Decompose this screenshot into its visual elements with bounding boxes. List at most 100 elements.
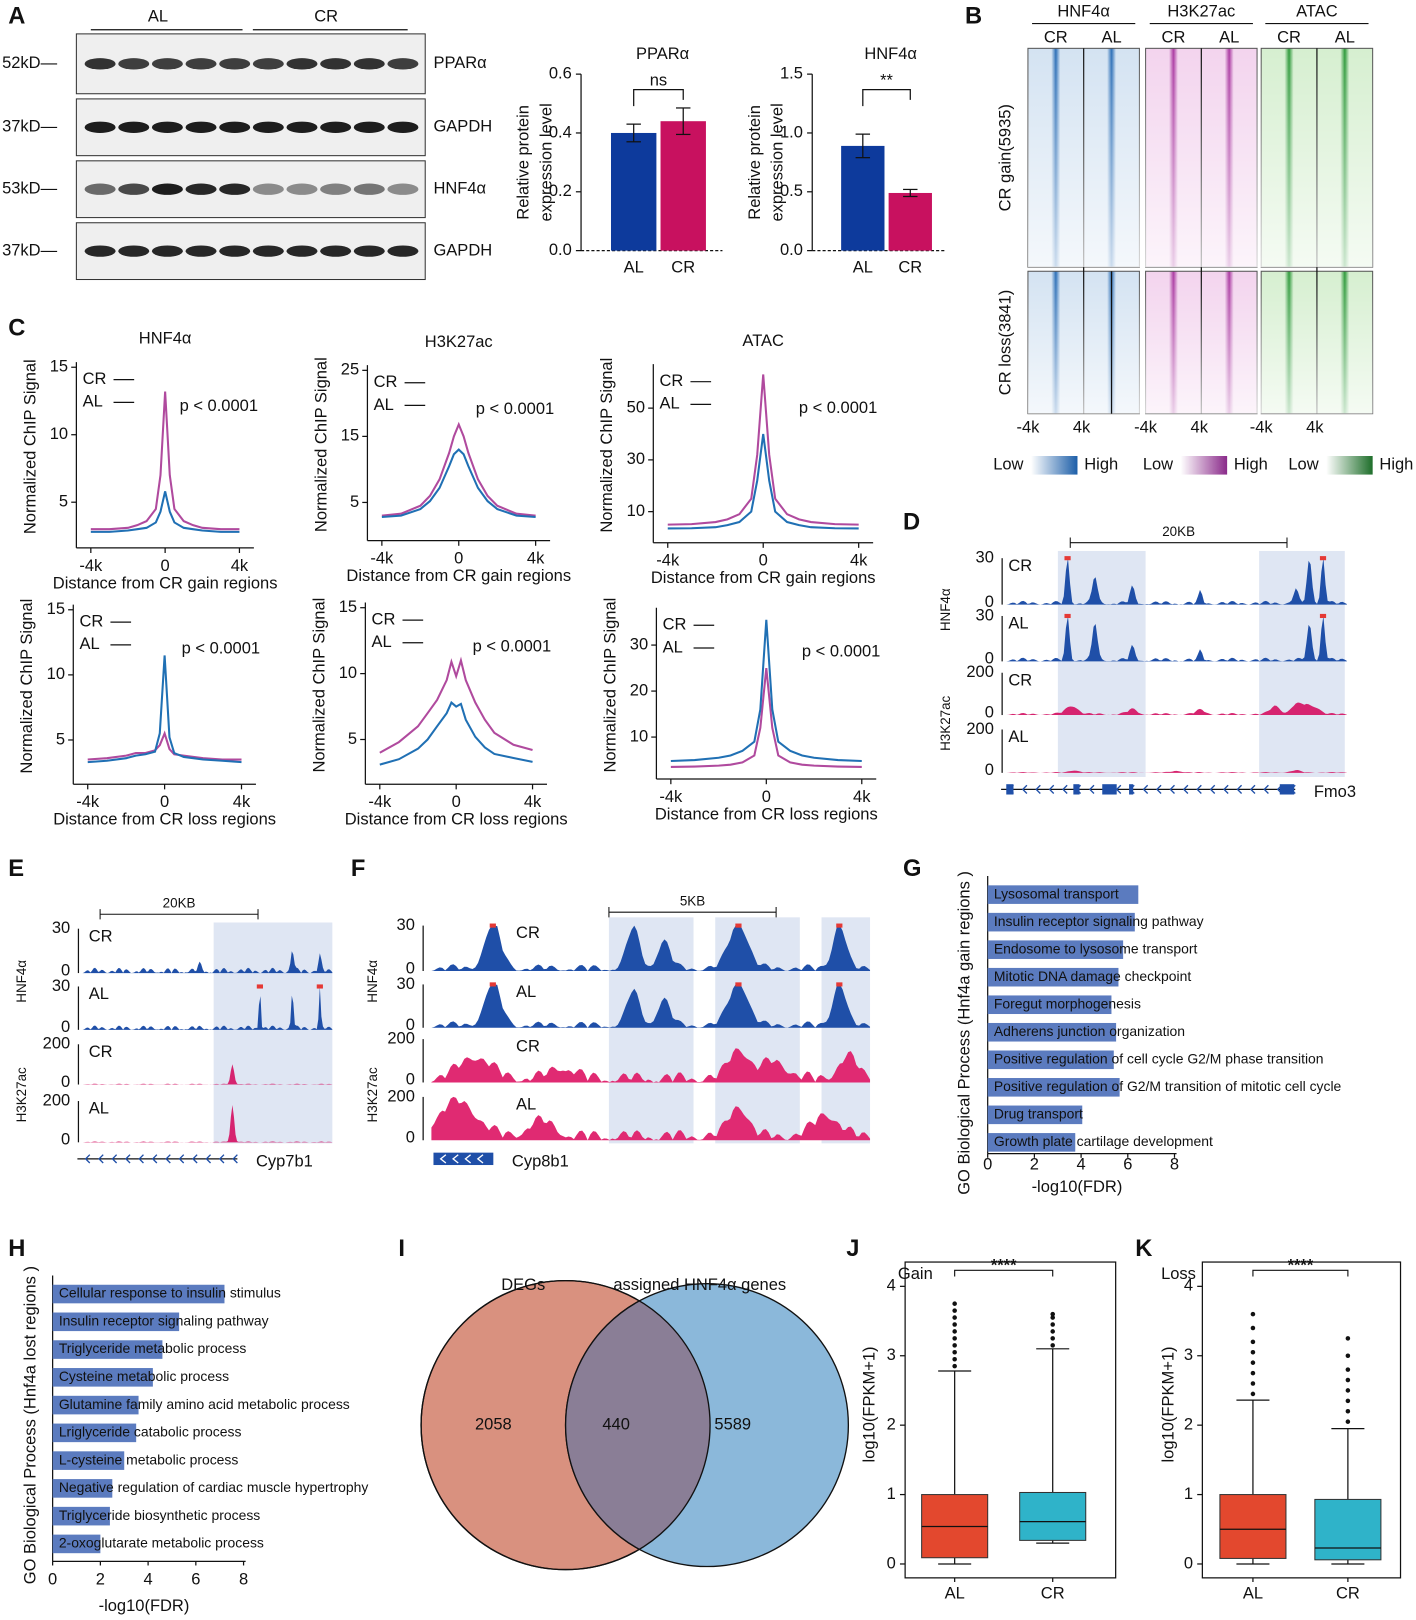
x-tick-label: CR (898, 259, 922, 277)
heatmap-fade (1027, 48, 1373, 268)
p-value: p < 0.0001 (476, 400, 554, 418)
x-tick-label: CR (1336, 1585, 1360, 1603)
y-tick-label: 0.2 (549, 182, 572, 200)
outlier (952, 1363, 957, 1369)
y-tick-label: 5 (350, 493, 359, 511)
scale-label: 5KB (680, 893, 705, 908)
x-tick-label: AL (945, 1585, 965, 1603)
x-axis-label: -log10(FDR) (1032, 1178, 1123, 1196)
blot-band (84, 245, 116, 257)
bar (52, 1534, 101, 1554)
blot-band (353, 121, 385, 133)
category-label: Negative regulation of cardiac muscle hy… (59, 1479, 369, 1495)
track-group-label: HNF4α (14, 960, 29, 1003)
legend-label: AL (372, 633, 392, 651)
chart-title: Loss (1161, 1265, 1196, 1283)
y-tick-label: 1.0 (780, 123, 803, 141)
p-value: p < 0.0001 (799, 399, 877, 417)
y-axis-label: expression level (537, 103, 555, 221)
line-series (90, 491, 240, 533)
gene-arrow (124, 1154, 131, 1164)
legend-label: CR (663, 616, 687, 634)
set-label: DEGs (501, 1276, 545, 1294)
line-series (379, 700, 533, 766)
x-tick-label: 6 (191, 1570, 200, 1588)
gene-arrow (464, 1154, 472, 1164)
p-value: p < 0.0001 (802, 642, 880, 660)
x-tick-label: -4k (79, 557, 103, 575)
condition-label: CR (1008, 557, 1032, 575)
blot-band (84, 58, 116, 70)
gene-arrow (1182, 784, 1189, 794)
track-max: 30 (52, 919, 70, 937)
track-signal (431, 925, 871, 972)
track-max: 200 (43, 1091, 71, 1109)
highlight-region (1057, 550, 1146, 777)
bar (52, 1395, 139, 1415)
category-label: Cysteine metabolic process (59, 1368, 229, 1384)
track-signal (1006, 770, 1347, 773)
outlier (952, 1350, 957, 1355)
x-axis-label: Distance from CR gain regions (651, 569, 876, 587)
gene-arrow (218, 1154, 225, 1164)
blot-band (118, 121, 150, 133)
size-marker: 53kD— (2, 180, 58, 198)
condition-label: AL (516, 983, 536, 1001)
gene-arrow (1142, 784, 1149, 794)
blot-band (219, 58, 251, 70)
outlier (1250, 1381, 1256, 1386)
legend-low: Low (1143, 456, 1173, 474)
clip-marker (1319, 556, 1327, 561)
chart-title: HNF4α (864, 45, 917, 63)
category-label: 2-oxoglutarate metabolic process (59, 1535, 264, 1551)
legend-label: CR (374, 373, 398, 391)
x-tick-label: -4k (368, 793, 392, 811)
y-tick-label: 30 (627, 450, 645, 468)
clip-marker (489, 923, 496, 928)
y-tick-label: 15 (339, 598, 357, 616)
bar (841, 145, 885, 251)
line-series (667, 374, 859, 526)
y-tick-label: 10 (627, 502, 645, 520)
bar (52, 1312, 180, 1332)
x-tick-label: 4k (231, 557, 249, 575)
y-tick-label: 10 (339, 664, 357, 682)
y-axis-label: Relative protein (515, 105, 533, 220)
significance-label: ns (650, 72, 667, 90)
category-label: Positive regulation of G2/M transition o… (994, 1078, 1342, 1094)
line-series (670, 619, 862, 763)
panel-letter: F (351, 856, 366, 882)
y-tick-label: 5 (59, 493, 68, 511)
legend-gradient (1326, 456, 1373, 475)
bar (660, 121, 706, 251)
x-tick-label: 6 (1123, 1155, 1132, 1173)
outlier (1250, 1391, 1256, 1397)
condition-label: CR (516, 1038, 540, 1056)
legend-label: AL (659, 395, 679, 413)
row-label: CR gain(5935) (997, 104, 1015, 211)
gene-arrow (232, 1154, 238, 1164)
category-label: Triglyceride biosynthetic process (59, 1507, 260, 1523)
y-tick-label: 25 (341, 361, 359, 379)
blot-band (84, 183, 116, 195)
size-marker: 37kD— (2, 118, 58, 136)
bar (52, 1368, 153, 1387)
line-series (670, 667, 862, 768)
blot-band (286, 183, 318, 195)
condition-label: CR (89, 1043, 113, 1061)
bar (52, 1451, 125, 1470)
blot-band (118, 245, 150, 257)
bar (52, 1423, 137, 1443)
y-axis-label: Normalized ChIP Signal (310, 598, 328, 773)
outlier (1345, 1388, 1351, 1393)
outlier (952, 1322, 957, 1327)
track-group-label: H3K27ac (938, 695, 953, 750)
category-label: Lriglyceride catabolic process (59, 1424, 242, 1440)
outlier (1050, 1343, 1055, 1348)
x-tick-label: -4k (659, 788, 683, 806)
track-max: 200 (387, 1029, 415, 1047)
x-tick-label: -4k (656, 552, 680, 570)
category-label: Insulin receptor signaling pathway (59, 1312, 269, 1328)
condition-label: CR (516, 924, 540, 942)
gene-name: Cyp7b1 (256, 1152, 313, 1170)
